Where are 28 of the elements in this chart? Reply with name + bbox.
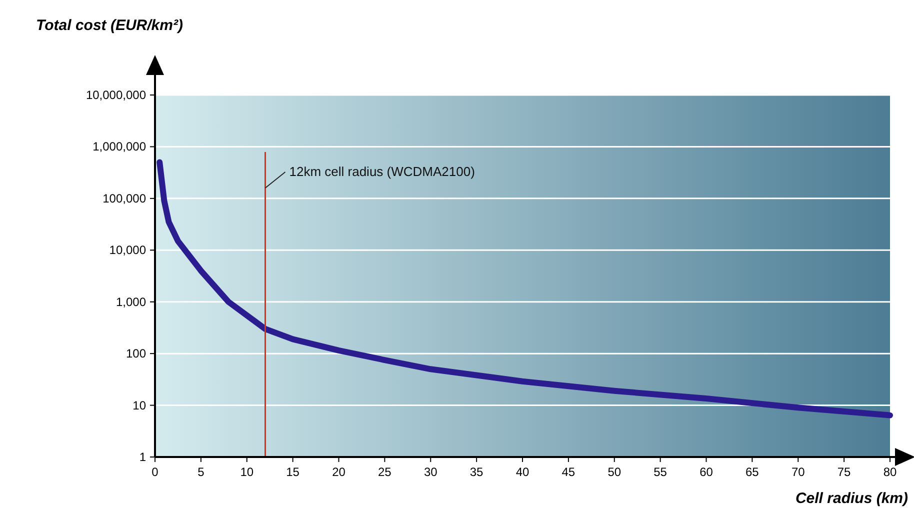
y-tick-label: 1: [139, 450, 146, 464]
x-tick-label: 50: [608, 465, 622, 479]
y-tick-label: 1,000: [116, 294, 146, 309]
x-tick-label: 80: [883, 465, 897, 479]
x-tick-label: 15: [286, 465, 300, 479]
x-axis-title: Cell radius (km): [795, 490, 908, 507]
y-tick-label: 10: [132, 398, 146, 412]
x-tick-label: 40: [516, 465, 530, 479]
x-tick-label: 0: [152, 465, 159, 479]
x-tick-label: 20: [332, 465, 346, 479]
y-tick-label: 1,000,000: [92, 140, 146, 154]
x-tick-label: 5: [198, 465, 205, 479]
x-tick-label: 30: [424, 465, 438, 479]
ref-line-label: 12km cell radius (WCDMA2100): [289, 164, 475, 179]
x-tick-label: 65: [746, 465, 760, 479]
x-tick-label: 35: [470, 465, 484, 479]
x-tick-label: 55: [654, 465, 668, 479]
x-tick-label: 75: [837, 465, 852, 479]
x-tick-label: 10: [240, 465, 254, 479]
y-tick-label: 100: [126, 346, 146, 361]
y-tick-label: 10,000: [109, 243, 146, 258]
x-tick-label: 60: [700, 465, 714, 479]
y-axis-title: Total cost (EUR/km²): [36, 17, 183, 34]
x-tick-label: 45: [562, 465, 576, 479]
y-tick-label: 10,000,000: [86, 88, 146, 102]
x-tick-label: 70: [791, 465, 806, 479]
y-tick-label: 100,000: [102, 191, 146, 206]
x-tick-label: 25: [378, 465, 392, 479]
